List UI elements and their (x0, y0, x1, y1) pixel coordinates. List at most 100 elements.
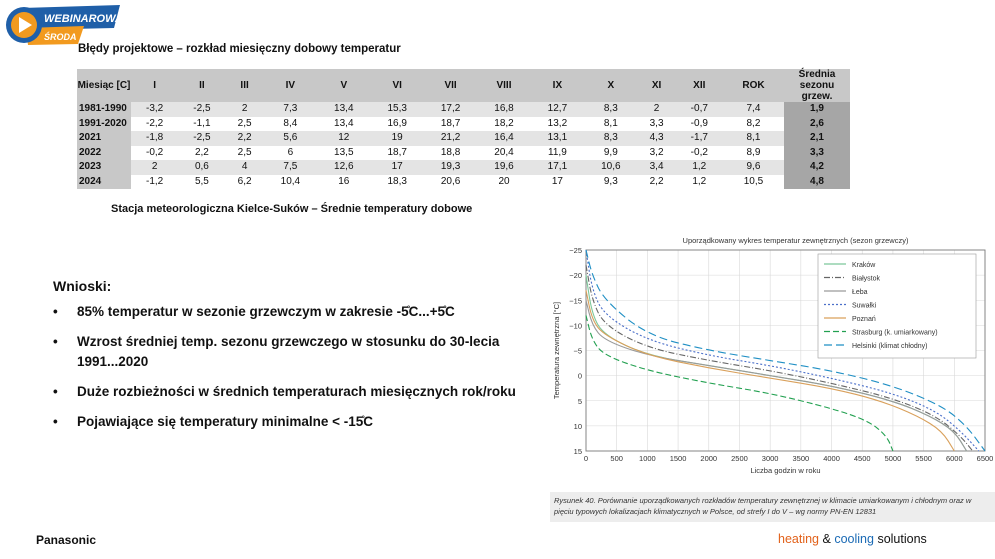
table-cell: 2,5 (225, 116, 264, 131)
header-col: X (584, 69, 638, 102)
table-row: 1991-2020 -2,2 -1,1 2,5 8,4 13,4 16,9 18,7 18,2 1… (77, 116, 850, 131)
table-row: 2023 2 0,6 4 7,5 12,6 17 19,3 19,6 17,1 10,6 3,4 1,2… (77, 160, 850, 175)
table-cell: 21,2 (423, 131, 478, 146)
table-cell: 3,2 (637, 145, 676, 160)
x-tick-label: 3500 (793, 454, 810, 463)
brand-logo: Panasonic (36, 533, 97, 547)
table-cell: 8,1 (584, 116, 638, 131)
conclusion-item: • Pojawiające się temperatury minimalne <… (53, 412, 553, 432)
table-cell: -2,5 (178, 102, 226, 117)
table-cell: 6 (263, 145, 318, 160)
header-col: IV (263, 69, 318, 102)
bullet-icon: • (53, 384, 58, 399)
y-tick-label: −5 (573, 347, 582, 356)
legend-entry: Strasburg (k. umiarkowany) (852, 330, 938, 337)
table-header-row: Miesiąc [C] I II III IV V VI VII VIII IX X XI XII ROK… (77, 69, 850, 102)
x-tick-label: 5000 (885, 454, 902, 463)
header-col: III (225, 69, 264, 102)
table-cell: -0,7 (675, 102, 723, 117)
header-col: ROK (722, 69, 784, 102)
table-cell: -1,7 (675, 131, 723, 146)
chart-title: Uporządkowany wykres temperatur zewnętrz… (683, 236, 909, 245)
table-cell: -1,1 (178, 116, 226, 131)
table-cell: 16 (317, 174, 371, 189)
bullet-icon: • (53, 304, 58, 319)
x-tick-label: 3000 (762, 454, 779, 463)
table-cell: 2 (637, 102, 676, 117)
table-cell: 13,1 (530, 131, 585, 146)
y-tick-label: 0 (578, 372, 582, 381)
table-cell: 1,2 (675, 174, 723, 189)
table-cell: 15,3 (370, 102, 424, 117)
y-tick-label: −25 (569, 246, 582, 255)
conclusion-item: • 85% temperatur w sezonie grzewczym w za… (53, 302, 553, 322)
table-cell: 17,2 (423, 102, 478, 117)
table-cell: 13,4 (317, 102, 371, 117)
table-cell: 12,6 (317, 160, 371, 175)
conclusion-text: Pojawiające się temperatury minimalne < … (77, 414, 374, 429)
table-cell: 13,4 (317, 116, 371, 131)
page-title: Błędy projektowe – rozkład miesięczny do… (78, 43, 401, 55)
row-period: 2021 (77, 131, 131, 146)
table-cell: 6,2 (225, 174, 264, 189)
logo-line2: ŚRODA (44, 31, 77, 42)
x-axis-label: Liczba godzin w roku (750, 466, 820, 475)
table-cell: -2,5 (178, 131, 226, 146)
table-cell: 2,2 (178, 145, 226, 160)
legend-entry: Poznań (852, 316, 876, 323)
table-cell: 20 (477, 174, 531, 189)
conclusions-heading: Wnioski: (53, 278, 112, 294)
header-col: XII (675, 69, 723, 102)
y-tick-label: −15 (569, 296, 582, 305)
table-cell: 18,7 (370, 145, 424, 160)
table-cell: -0,2 (675, 145, 723, 160)
y-tick-label: 15 (574, 447, 582, 456)
row-period: 1981-1990 (77, 102, 131, 117)
temperature-table: Miesiąc [C] I II III IV V VI VII VIII IX X XI XII ROK… (77, 69, 850, 189)
series-line (585, 290, 955, 452)
row-period: 2023 (77, 160, 131, 175)
table-cell: -0,9 (675, 116, 723, 131)
x-tick-label: 2500 (731, 454, 748, 463)
slogan-amp: & (822, 532, 831, 546)
table-cell: 1,2 (675, 160, 723, 175)
bullet-icon: • (53, 334, 58, 349)
table-cell: 2 (225, 102, 264, 117)
bullet-icon: • (53, 414, 58, 429)
table-cell: 10,6 (584, 160, 638, 175)
x-tick-label: 500 (610, 454, 623, 463)
table-cell: 7,3 (263, 102, 318, 117)
table-row: 1981-1990 -3,2 -2,5 2 7,3 13,4 15,3 17,2 16,8 12,… (77, 102, 850, 117)
header-col: VIII (477, 69, 531, 102)
season-average-cell: 4,2 (784, 160, 850, 175)
y-axis-label: Temperatura zewnętrzna [°C] (552, 302, 561, 399)
table-cell: 16,9 (370, 116, 424, 131)
table-cell: 2,2 (225, 131, 264, 146)
header-col: I (131, 69, 179, 102)
header-col: XI (637, 69, 676, 102)
season-average-cell: 1,9 (784, 102, 850, 117)
row-period: 1991-2020 (77, 116, 131, 131)
table-cell: 3,3 (637, 116, 676, 131)
y-tick-label: −10 (569, 321, 582, 330)
table-cell: 19,6 (477, 160, 531, 175)
table-cell: 17 (370, 160, 424, 175)
table-cell: -1,8 (131, 131, 179, 146)
series-line (585, 249, 980, 452)
table-cell: 8,9 (722, 145, 784, 160)
table-cell: 18,2 (477, 116, 531, 131)
series-line (585, 315, 894, 452)
temperature-duration-chart: 0 500 1000 1500 2000 2500 3000 3500 4000 4500 5000… (552, 236, 993, 475)
series-line (585, 264, 974, 452)
table-cell: 5,5 (178, 174, 226, 189)
season-average-cell: 2,6 (784, 116, 850, 131)
logo-tag: od 2023 roku (86, 32, 109, 37)
legend-entry: Kraków (852, 262, 876, 269)
header-col: IX (530, 69, 585, 102)
x-tick-label: 2000 (700, 454, 717, 463)
header-col: VI (370, 69, 424, 102)
conclusion-text: Duże rozbieżności w średnich temperatura… (77, 384, 516, 399)
table-cell: 0,6 (178, 160, 226, 175)
figure-caption: Rysunek 40. Porównanie uporządkowanych r… (550, 492, 995, 522)
webinar-logo: WEBINAROWA ŚRODA od 2023 roku (6, 5, 123, 45)
